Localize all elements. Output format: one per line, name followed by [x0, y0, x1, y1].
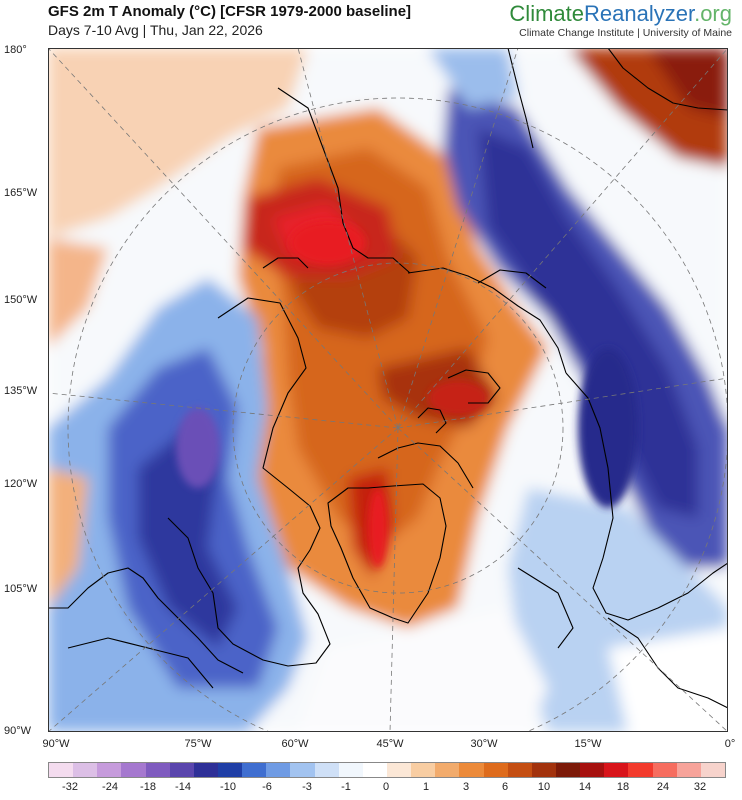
canada-coast: [167, 297, 331, 667]
colorbar: [48, 762, 726, 778]
franz-josef-land: [417, 407, 447, 434]
y-axis-label-2: 150°W: [4, 294, 38, 306]
svalbard-outline: [447, 369, 501, 404]
colorbar-label: 0: [382, 781, 390, 793]
meridian-7: [397, 48, 728, 429]
east-siberia-coast: [507, 48, 534, 149]
colorbar-swatch: [652, 763, 677, 777]
lat-circle-75: [232, 262, 564, 594]
us-state-lines: [67, 637, 214, 689]
colorbar-swatch: [145, 763, 170, 777]
meridian-4: [389, 427, 399, 732]
russia-arctic-coast: [407, 267, 567, 374]
meridian-2: [48, 392, 399, 429]
colorbar-swatch: [49, 763, 74, 777]
colorbar-label: 24: [656, 781, 670, 793]
colorbar-swatch: [121, 763, 146, 777]
colorbar-swatch: [169, 763, 194, 777]
colorbar-swatch: [555, 763, 581, 777]
graticule: [48, 48, 728, 732]
colorbar-swatch: [193, 763, 218, 777]
x-axis-label-4: 30°W: [470, 738, 498, 750]
x-axis-label-2: 60°W: [281, 738, 309, 750]
colorbar-swatch: [242, 763, 267, 777]
colorbar-label: -14: [175, 781, 191, 793]
anomaly-detail: [176, 221, 638, 568]
colorbar-label: 1: [422, 781, 430, 793]
brand-institution: Climate Change Institute | University of…: [519, 27, 732, 39]
anomaly-map-canvas: [48, 48, 728, 732]
colorbar-swatch: [217, 763, 243, 777]
colorbar-swatch: [531, 763, 556, 777]
norway-coast: [517, 567, 574, 649]
greenland-outline: [327, 483, 447, 624]
colorbar-swatch: [314, 763, 339, 777]
brand-name-part3: .org: [694, 1, 732, 26]
brand-block: ClimateReanalyzer.org Climate Change Ins…: [509, 2, 732, 40]
colorbar-swatch: [362, 763, 387, 777]
y-axis-label-5: 105°W: [4, 583, 38, 595]
colorbar-label: 6: [501, 781, 509, 793]
meridian-5: [397, 427, 728, 732]
lat-circle-60: [67, 97, 728, 732]
map-title: GFS 2m T Anomaly (°C) [CFSR 1979-2000 ba…: [48, 3, 412, 20]
colorbar-swatch: [459, 763, 484, 777]
brand-name-part2: Reanalyzer: [584, 1, 695, 26]
siberia-coast: [277, 87, 411, 274]
colorbar-swatch: [700, 763, 725, 777]
x-axis-label-5: 15°W: [574, 738, 602, 750]
colorbar-swatch: [338, 763, 363, 777]
us-border: [48, 567, 244, 674]
scandinavia-coast: [565, 372, 728, 621]
bering-coast-1: [262, 257, 309, 269]
map-subtitle: Days 7-10 Avg | Thu, Jan 22, 2026: [48, 22, 263, 38]
colorbar-swatch: [411, 763, 436, 777]
y-axis-label-6: 90°W: [4, 725, 32, 737]
meridian-8: [297, 48, 399, 429]
y-axis-label-4: 120°W: [4, 478, 38, 490]
colorbar-swatch: [290, 763, 315, 777]
colorbar-label: 18: [616, 781, 630, 793]
y-axis-label-3: 135°W: [4, 385, 38, 397]
colorbar-label: -3: [302, 781, 312, 793]
colorbar-swatch: [604, 763, 629, 777]
colorbar-swatch: [507, 763, 532, 777]
novaya-zemlya: [477, 269, 547, 289]
colorbar-swatch: [676, 763, 701, 777]
colorbar-swatch: [266, 763, 291, 777]
asia-coast: [607, 48, 728, 111]
colorbar-swatch: [97, 763, 122, 777]
colorbar-label: -18: [140, 781, 156, 793]
x-axis-label-0: 90°W: [42, 738, 70, 750]
y-axis-label-1: 165°W: [4, 187, 38, 199]
meridian-9: [397, 48, 519, 429]
colorbar-label: -6: [262, 781, 272, 793]
meridian-6: [397, 377, 728, 429]
canadian-archipelago: [377, 442, 474, 489]
colorbar-label: -1: [341, 781, 351, 793]
colorbar-label: 3: [462, 781, 470, 793]
colorbar-label: 14: [578, 781, 592, 793]
x-axis-label-1: 75°W: [184, 738, 212, 750]
colorbar-swatch: [435, 763, 460, 777]
y-axis-label-0: 180°: [4, 44, 27, 56]
x-axis-label-6: 0°: [724, 738, 736, 750]
brand-name-part1: Climate: [509, 1, 584, 26]
colorbar-swatch: [73, 763, 98, 777]
colorbar-label: -32: [62, 781, 78, 793]
colorbar-swatch: [483, 763, 508, 777]
colorbar-label: 32: [693, 781, 707, 793]
colorbar-label: -10: [220, 781, 236, 793]
colorbar-swatch: [386, 763, 412, 777]
colorbar-label: -24: [102, 781, 118, 793]
map-frame: [48, 48, 728, 732]
colorbar-label: 10: [537, 781, 551, 793]
europe-coast: [607, 617, 728, 709]
anomaly-map[interactable]: [48, 48, 728, 732]
x-axis-label-3: 45°W: [376, 738, 404, 750]
coastlines: [48, 48, 728, 709]
colorbar-swatch: [628, 763, 653, 777]
colorbar-swatch: [580, 763, 605, 777]
brand-logo[interactable]: ClimateReanalyzer.org: [509, 2, 732, 26]
